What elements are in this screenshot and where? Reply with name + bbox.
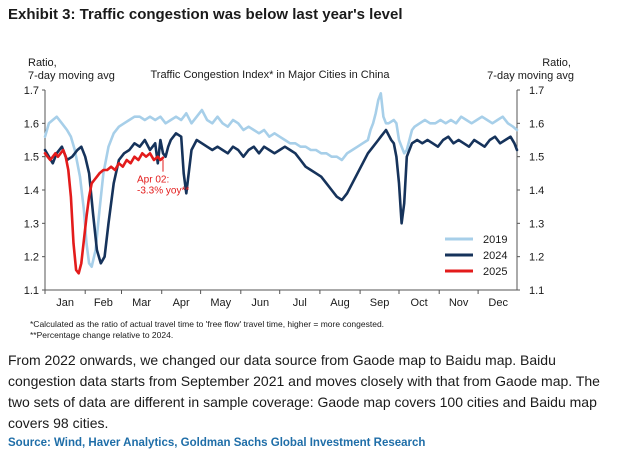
chart-annotation: Apr 02:-3.3% yoy** (137, 159, 189, 197)
y-tick-label-right: 1.5 (529, 152, 544, 164)
y-tick-label-right: 1.7 (529, 85, 544, 97)
y-tick-label-left: 1.7 (24, 85, 39, 97)
y-axis-label-left: Ratio, 7-day moving avg (28, 57, 115, 82)
series-line-2024 (43, 128, 519, 265)
y-tick-label-right: 1.6 (529, 118, 544, 130)
y-tick-label-left: 1.6 (24, 118, 39, 130)
chart-ticks-group: 1.1 1.1 1.2 1.2 1.3 1.3 1.4 1.4 1.5 1.5 1.6 1.6 1.7 1… (24, 85, 545, 309)
y-tick-label-left: 1.3 (24, 218, 39, 230)
y-axis-label-right: Ratio, 7-day moving avg (487, 57, 574, 82)
description-text: From 2022 onwards, we changed our data s… (8, 352, 600, 431)
legend-label-2024: 2024 (483, 250, 507, 262)
exhibit-title: Exhibit 3: Traffic congestion was below … (8, 6, 403, 23)
x-tick-label: Jun (251, 297, 269, 309)
y-tick-label-left: 1.1 (24, 285, 39, 297)
annotation-text: Apr 02: (137, 175, 169, 186)
x-tick-label: Nov (449, 297, 469, 309)
chart: 1.1 1.1 1.2 1.2 1.3 1.3 1.4 1.4 1.5 1.5 1.6 1.6 1.7 1… (24, 57, 574, 309)
x-tick-label: Mar (132, 297, 151, 309)
y-tick-label-right: 1.4 (529, 185, 544, 197)
series-line-2019 (43, 92, 519, 268)
x-tick-label: Sep (370, 297, 390, 309)
y-tick-label-left: 1.2 (24, 252, 39, 264)
annotation-text: -3.3% yoy** (137, 186, 189, 197)
x-tick-label: Dec (488, 297, 508, 309)
footnote-1: *Calculated as the ratio of actual trave… (30, 319, 385, 329)
y-tick-label-left: 1.5 (24, 152, 39, 164)
chart-series-group (43, 92, 519, 275)
y-tick-label-right: 1.1 (529, 285, 544, 297)
legend-label-2025: 2025 (483, 266, 507, 278)
y-tick-label-right: 1.3 (529, 218, 544, 230)
series-line-2025 (43, 148, 165, 275)
chart-legend: 2019 2024 2025 (445, 234, 507, 278)
source-text: Source: Wind, Haver Analytics, Goldman S… (8, 437, 426, 449)
x-tick-label: May (210, 297, 231, 309)
x-tick-label: Feb (94, 297, 113, 309)
footnote-2: **Percentage change relative to 2024. (30, 330, 174, 340)
y-tick-label-right: 1.2 (529, 252, 544, 264)
x-tick-label: Jan (56, 297, 74, 309)
legend-label-2019: 2019 (483, 234, 507, 246)
x-tick-label: Oct (411, 297, 428, 309)
x-tick-label: Jul (293, 297, 307, 309)
chart-frame (44, 90, 518, 291)
chart-title: Traffic Congestion Index* in Major Citie… (150, 69, 390, 81)
x-tick-label: Apr (173, 297, 190, 309)
y-tick-label-left: 1.4 (24, 185, 39, 197)
x-tick-label: Aug (330, 297, 350, 309)
